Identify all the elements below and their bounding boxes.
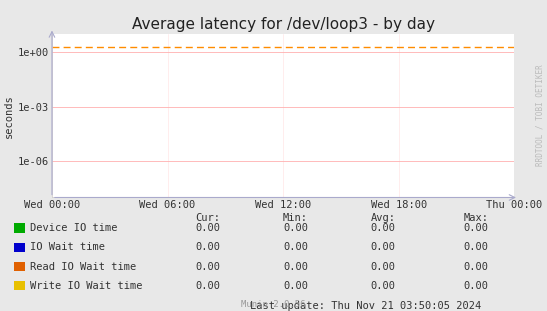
Text: 0.00: 0.00	[283, 223, 308, 233]
Text: 0.00: 0.00	[283, 242, 308, 252]
Text: 0.00: 0.00	[463, 262, 488, 272]
Text: 0.00: 0.00	[370, 223, 395, 233]
Text: RRDTOOL / TOBI OETIKER: RRDTOOL / TOBI OETIKER	[536, 64, 544, 166]
Text: Avg:: Avg:	[370, 213, 395, 223]
Text: 0.00: 0.00	[195, 242, 220, 252]
Text: 0.00: 0.00	[283, 262, 308, 272]
Text: 0.00: 0.00	[195, 281, 220, 291]
Y-axis label: seconds: seconds	[4, 94, 14, 138]
Text: 0.00: 0.00	[370, 242, 395, 252]
Text: 0.00: 0.00	[195, 262, 220, 272]
Text: 0.00: 0.00	[195, 223, 220, 233]
Text: 0.00: 0.00	[283, 281, 308, 291]
Text: IO Wait time: IO Wait time	[30, 242, 105, 252]
Text: Max:: Max:	[463, 213, 488, 223]
Text: 0.00: 0.00	[463, 281, 488, 291]
Text: 0.00: 0.00	[370, 262, 395, 272]
Text: 0.00: 0.00	[370, 281, 395, 291]
Text: Device IO time: Device IO time	[30, 223, 118, 233]
Text: Munin 2.0.56: Munin 2.0.56	[241, 299, 306, 309]
Text: 0.00: 0.00	[463, 223, 488, 233]
Text: 0.00: 0.00	[463, 242, 488, 252]
Title: Average latency for /dev/loop3 - by day: Average latency for /dev/loop3 - by day	[132, 17, 434, 32]
Text: Write IO Wait time: Write IO Wait time	[30, 281, 143, 291]
Text: Min:: Min:	[283, 213, 308, 223]
Text: Last update: Thu Nov 21 03:50:05 2024: Last update: Thu Nov 21 03:50:05 2024	[250, 301, 481, 311]
Text: Read IO Wait time: Read IO Wait time	[30, 262, 136, 272]
Text: Cur:: Cur:	[195, 213, 220, 223]
